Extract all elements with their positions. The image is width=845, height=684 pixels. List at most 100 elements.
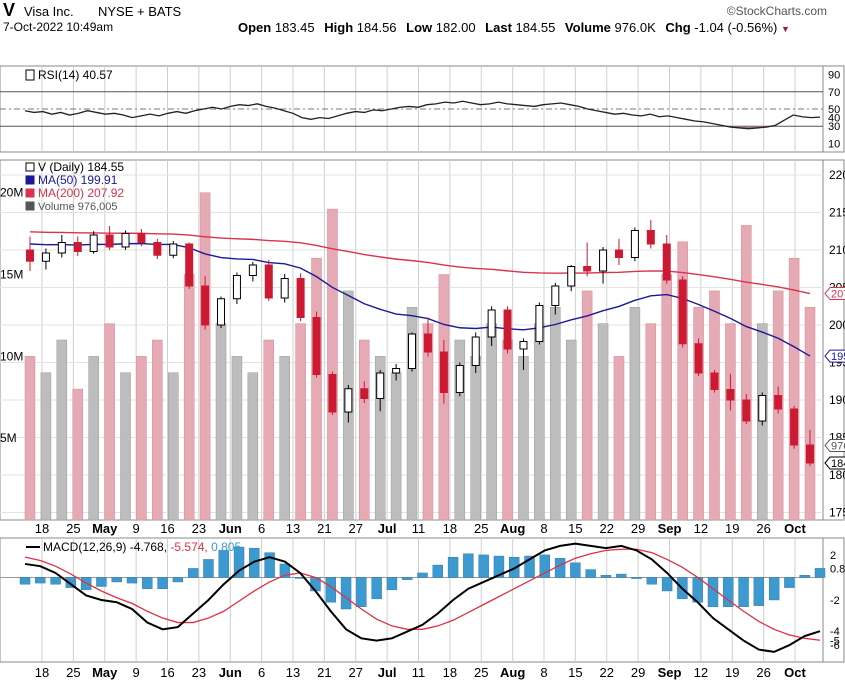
- x-tick-label: 6: [258, 665, 265, 680]
- candle-body: [710, 372, 719, 390]
- rsi-tick-label: 30: [828, 121, 840, 133]
- candle-body: [439, 351, 448, 393]
- candle-body: [694, 343, 703, 374]
- candle-body: [232, 275, 241, 300]
- candle-body: [758, 395, 767, 422]
- x-tick-label: 22: [600, 665, 614, 680]
- macd-histogram-bar: [554, 558, 566, 578]
- macd-histogram-bar: [493, 555, 505, 578]
- volume-bar: [231, 356, 243, 521]
- x-tick-label: 9: [133, 521, 140, 536]
- date-time: 7-Oct-2022 10:49am: [3, 20, 114, 34]
- candle-body: [519, 341, 528, 350]
- candle-body: [41, 252, 50, 262]
- macd-histogram-bar: [96, 577, 107, 587]
- x-tick-label: Sep: [658, 665, 682, 680]
- volume-bar: [486, 323, 497, 521]
- x-tick-label: 18: [35, 521, 49, 536]
- candle-body: [392, 368, 401, 374]
- macd-tick-label: 2: [830, 550, 836, 562]
- rsi-tick-label: 70: [828, 87, 840, 99]
- volume-bar: [183, 274, 195, 521]
- x-tick-label: Sep: [658, 521, 682, 536]
- x-tick-label: 18: [443, 665, 457, 680]
- rsi-oversold-fill: [724, 126, 773, 129]
- candle-body: [328, 374, 337, 413]
- macd-histogram-bar: [19, 577, 31, 585]
- volume-bar: [645, 323, 657, 521]
- macd-histogram-bar: [218, 550, 229, 578]
- volume-last-tag: [824, 439, 845, 453]
- x-tick-label: 8: [540, 521, 547, 536]
- volume-bar: [56, 339, 68, 521]
- high-label: High: [324, 20, 354, 35]
- volume-bar: [311, 257, 322, 521]
- macd-histogram-bar: [157, 577, 168, 589]
- rsi-tick-label: 40: [828, 113, 840, 125]
- macd-histogram-bar: [661, 577, 673, 592]
- down-arrow-icon: ▼: [781, 24, 790, 34]
- rsi-tick-label: 90: [828, 70, 840, 82]
- macd-legend-part: -4.768,: [130, 540, 171, 554]
- candle-body: [264, 264, 273, 299]
- company-name: Visa Inc.: [24, 4, 74, 19]
- macd-histogram-bar: [111, 577, 122, 583]
- candle-body: [312, 317, 321, 375]
- price-tick-label: 210: [829, 243, 845, 257]
- volume-bar: [565, 339, 577, 521]
- macd-tick-label: -5: [830, 635, 840, 647]
- candle-body: [248, 264, 257, 276]
- volume-bar: [104, 323, 115, 521]
- macd-line: [24, 542, 821, 653]
- candle-body: [774, 395, 783, 410]
- volume-label: Volume: [564, 20, 611, 35]
- price-legend-entry: V (Daily) 184.55: [38, 160, 124, 174]
- volume-bar: [534, 323, 545, 521]
- ma200-line: [29, 231, 811, 295]
- candle-body: [280, 278, 289, 299]
- volume-bar: [804, 307, 816, 521]
- candle-body: [790, 408, 799, 446]
- macd-legend-part: 0.805: [211, 540, 241, 554]
- rsi-line: [24, 100, 821, 130]
- price-legend-swatch: [25, 188, 35, 198]
- macd-legend: MACD(12,26,9) -4.768, -5.574, 0.805: [43, 540, 241, 554]
- candle-body: [614, 249, 623, 258]
- x-tick-label: 21: [317, 521, 331, 536]
- ohlc-summary: Open 183.45 High 184.56 Low 182.00 Last …: [238, 20, 790, 35]
- macd-signal-line: [24, 548, 821, 641]
- macd-histogram-bar: [279, 563, 291, 578]
- price-legend-entry: MA(200) 207.92: [38, 186, 124, 200]
- x-tick-label: 25: [66, 665, 80, 680]
- macd-histogram-bar: [768, 577, 780, 601]
- volume-bar: [295, 323, 306, 521]
- ma50-tag-label: 195: [831, 351, 845, 363]
- price-legend-swatch: [25, 201, 35, 211]
- x-tick-label: 11: [412, 665, 426, 680]
- volume-bar: [327, 208, 338, 521]
- volume-bar: [247, 372, 259, 521]
- candle-body: [535, 305, 544, 342]
- candle-body: [630, 230, 639, 258]
- price-tick-label: 190: [829, 393, 845, 407]
- chg-label: Chg: [665, 20, 691, 35]
- volume-bar: [502, 339, 513, 521]
- macd-histogram-bar: [417, 572, 428, 578]
- price-tick-label: 215: [829, 206, 845, 220]
- candle-body: [487, 309, 496, 338]
- x-tick-label: May: [92, 521, 118, 536]
- candle-body: [726, 389, 735, 401]
- x-tick-label: 29: [631, 665, 645, 680]
- rsi-tick-label: 10: [828, 138, 840, 150]
- macd-histogram-bar: [814, 568, 826, 578]
- x-tick-label: Aug: [500, 521, 525, 536]
- candle-body: [551, 285, 560, 306]
- macd-panel-axis-box: [822, 537, 845, 663]
- volume-bar: [741, 225, 752, 521]
- x-tick-label: 23: [192, 521, 206, 536]
- x-tick-label: 29: [631, 521, 645, 536]
- price-tick-label: 175: [829, 506, 845, 520]
- candle-body: [296, 278, 305, 318]
- last-price-tag-label: 184: [831, 458, 845, 470]
